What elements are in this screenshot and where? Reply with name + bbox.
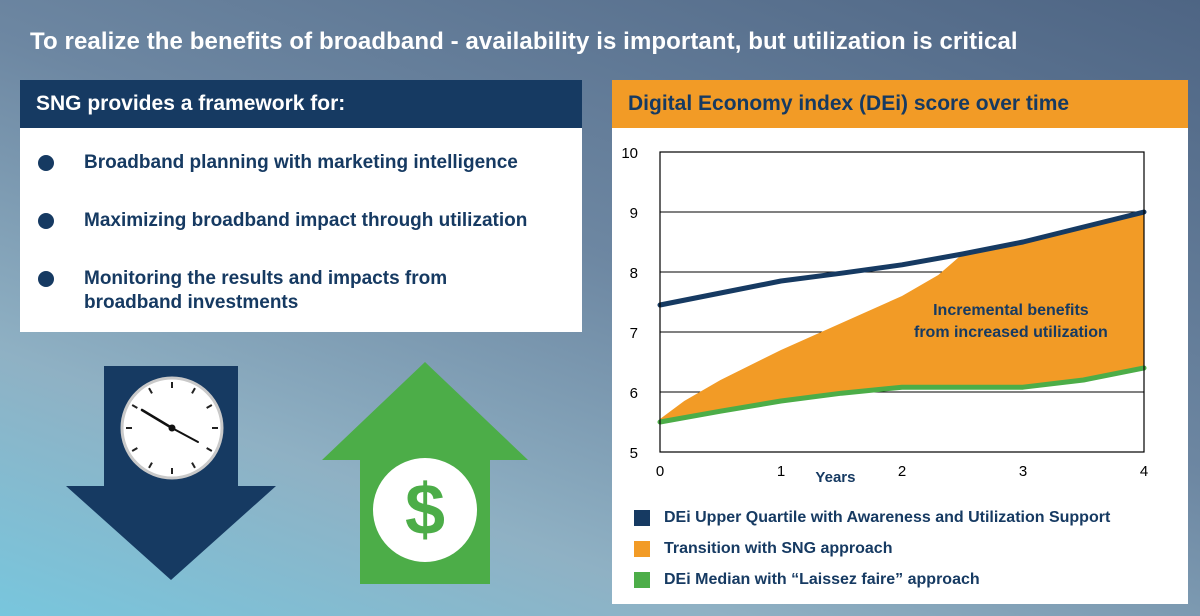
x-tick-label: 1 bbox=[777, 463, 785, 480]
framework-title: SNG provides a framework for: bbox=[20, 80, 582, 128]
down-arrow-clock-icon bbox=[66, 366, 276, 587]
legend-item-upper-quartile: DEi Upper Quartile with Awareness and Ut… bbox=[634, 508, 1110, 528]
clock-tick bbox=[191, 462, 196, 469]
legend-swatch bbox=[634, 541, 650, 557]
x-tick-label: 3 bbox=[1019, 463, 1027, 480]
series-line-median bbox=[657, 365, 1147, 425]
y-tick-label: 9 bbox=[630, 205, 638, 222]
framework-item: Monitoring the results and impacts from … bbox=[38, 267, 564, 315]
bullet-icon bbox=[38, 213, 54, 229]
chart-legend: DEi Upper Quartile with Awareness and Ut… bbox=[634, 508, 1110, 601]
dei-chart: 5 6 7 8 9 10 0 1 2 3 4 Years Incremental benefits fr… bbox=[621, 145, 1148, 486]
legend-label: DEi Upper Quartile with Awareness and Ut… bbox=[664, 509, 1111, 526]
y-tick-label: 6 bbox=[630, 385, 638, 402]
chart-annotation-continued: from increased utilization bbox=[914, 324, 1108, 341]
framework-item-text-continued: broadband investments bbox=[84, 292, 299, 313]
chart-panel: Digital Economy index (DEi) score over t… bbox=[612, 80, 1188, 604]
legend-label: DEi Median with “Laissez faire” approach bbox=[664, 571, 980, 588]
bullet-icon bbox=[38, 155, 54, 171]
transition-area bbox=[660, 212, 1144, 422]
framework-list: Broadband planning with marketing intell… bbox=[20, 128, 582, 332]
legend-swatch bbox=[634, 572, 650, 588]
framework-item-text: Maximizing broadband impact through util… bbox=[84, 210, 528, 231]
x-tick-label: 4 bbox=[1140, 463, 1148, 480]
framework-item-text: Monitoring the results and impacts from bbox=[84, 268, 448, 289]
framework-item: Broadband planning with marketing intell… bbox=[38, 151, 564, 175]
framework-item: Maximizing broadband impact through util… bbox=[38, 209, 564, 233]
clock-tick bbox=[131, 404, 138, 409]
clock-tick bbox=[206, 447, 213, 452]
clock-tick bbox=[191, 387, 196, 394]
chart-annotation: Incremental benefits bbox=[933, 302, 1089, 319]
y-tick-label: 10 bbox=[621, 145, 638, 162]
plot-border bbox=[659, 151, 1145, 453]
clock-tick bbox=[206, 404, 213, 409]
clock-tick bbox=[148, 462, 153, 469]
y-tick-label: 7 bbox=[630, 325, 638, 342]
chart-title: Digital Economy index (DEi) score over t… bbox=[612, 80, 1188, 128]
legend-label: Transition with SNG approach bbox=[664, 540, 893, 557]
bullet-icon bbox=[38, 271, 54, 287]
x-tick-label: 0 bbox=[656, 463, 664, 480]
legend-item-median: DEi Median with “Laissez faire” approach bbox=[634, 570, 1110, 590]
legend-swatch bbox=[634, 510, 650, 526]
y-tick-label: 5 bbox=[630, 445, 638, 462]
framework-item-text: Broadband planning with marketing intell… bbox=[84, 152, 518, 173]
y-tick-label: 8 bbox=[630, 265, 638, 282]
headline: To realize the benefits of broadband - a… bbox=[30, 28, 1018, 55]
dollar-sign: $ bbox=[405, 470, 445, 550]
x-axis-label: Years bbox=[815, 469, 855, 486]
series-line-upper-quartile bbox=[657, 209, 1147, 308]
legend-item-transition: Transition with SNG approach bbox=[634, 539, 1110, 559]
up-arrow-dollar-icon: $ bbox=[320, 362, 530, 589]
clock-tick bbox=[148, 387, 153, 394]
x-tick-label: 2 bbox=[898, 463, 906, 480]
clock-tick bbox=[131, 447, 138, 452]
